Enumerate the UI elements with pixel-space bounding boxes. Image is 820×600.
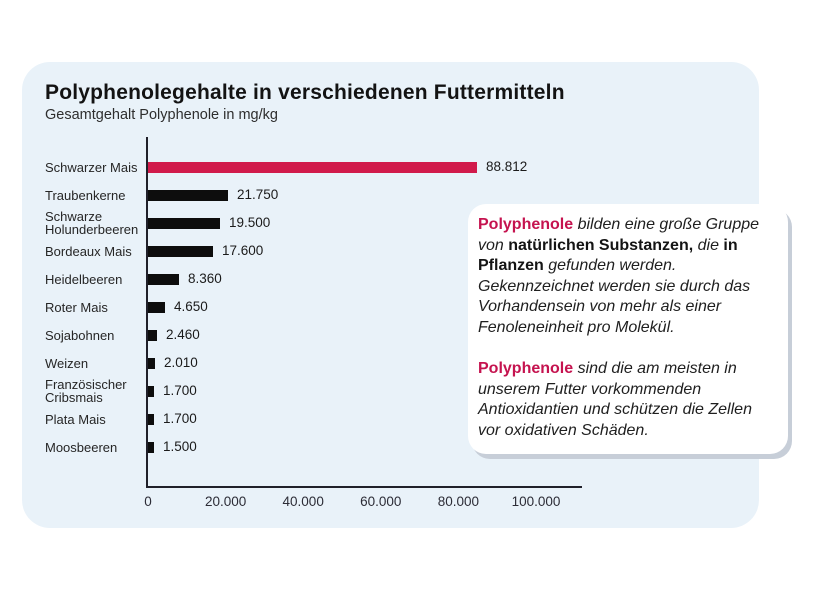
value-label: 2.010 <box>164 355 198 370</box>
x-tick-label: 0 <box>144 494 152 509</box>
bar <box>148 329 157 341</box>
text-segment-bold: in Pflanzen <box>478 236 738 275</box>
category-label: Plata Mais <box>45 411 106 427</box>
x-tick-label: 100.000 <box>511 494 561 509</box>
bar <box>148 441 154 453</box>
x-axis-line <box>146 486 582 488</box>
bar <box>148 161 477 173</box>
text-segment-italic: sind die am meisten in unserem Futter vo… <box>478 360 752 439</box>
category-label: Bordeaux Mais <box>45 243 132 259</box>
bar <box>148 413 154 425</box>
value-label: 4.650 <box>174 299 208 314</box>
value-label: 17.600 <box>222 243 264 258</box>
category-label: Sojabohnen <box>45 327 115 343</box>
bar <box>148 357 155 369</box>
infobox-paragraph: Polyphenole bilden eine große Gruppe von… <box>478 215 773 338</box>
value-label: 2.460 <box>166 327 200 342</box>
x-tick-label: 60.000 <box>360 494 402 509</box>
y-axis-line <box>146 137 148 488</box>
category-label: Heidelbeeren <box>45 271 123 287</box>
text-segment-bold: natürlichen Substanzen, <box>508 236 694 254</box>
value-label: 1.500 <box>163 439 197 454</box>
bar <box>148 217 220 229</box>
bar <box>148 245 213 257</box>
bar <box>148 385 154 397</box>
bar <box>148 301 165 313</box>
category-label: Französischer Cribsmais <box>45 377 127 405</box>
category-label: Traubenkerne <box>45 187 126 203</box>
infobox-paragraph: Polyphenole sind die am meisten in unser… <box>478 359 773 441</box>
category-label: Schwarzer Mais <box>45 159 138 175</box>
value-label: 1.700 <box>163 411 197 426</box>
value-label: 19.500 <box>229 215 271 230</box>
value-label: 8.360 <box>188 271 222 286</box>
category-label: Roter Mais <box>45 299 108 315</box>
polyphenol-infobox: Polyphenole bilden eine große Gruppe von… <box>468 204 788 454</box>
text-segment-brand: Polyphenole <box>478 216 574 233</box>
text-segment-italic: die <box>693 236 724 254</box>
text-segment-italic: gefunden werden. Gekennzeichnet werden s… <box>478 257 751 336</box>
category-label: Moosbeeren <box>45 439 118 455</box>
value-label: 88.812 <box>486 159 528 174</box>
chart-subtitle: Gesamtgehalt Polyphenole in mg/kg <box>45 107 278 123</box>
category-label: Weizen <box>45 355 89 371</box>
value-label: 21.750 <box>237 187 279 202</box>
value-label: 1.700 <box>163 383 197 398</box>
chart-title: Polyphenolegehalte in verschiedenen Futt… <box>45 81 565 104</box>
bar <box>148 273 179 285</box>
category-label: Schwarze Holunderbeeren <box>45 209 139 237</box>
x-tick-label: 40.000 <box>282 494 324 509</box>
text-segment-italic: bilden eine große Gruppe von <box>478 216 760 254</box>
x-tick-label: 80.000 <box>437 494 480 509</box>
bar-chart: Schwarzer Mais 88.812 Traubenkerne 21.750 Sc… <box>22 62 759 528</box>
text-segment-brand: Polyphenole <box>478 360 574 377</box>
x-tick-label: 20.000 <box>204 494 247 509</box>
bar <box>148 189 228 201</box>
